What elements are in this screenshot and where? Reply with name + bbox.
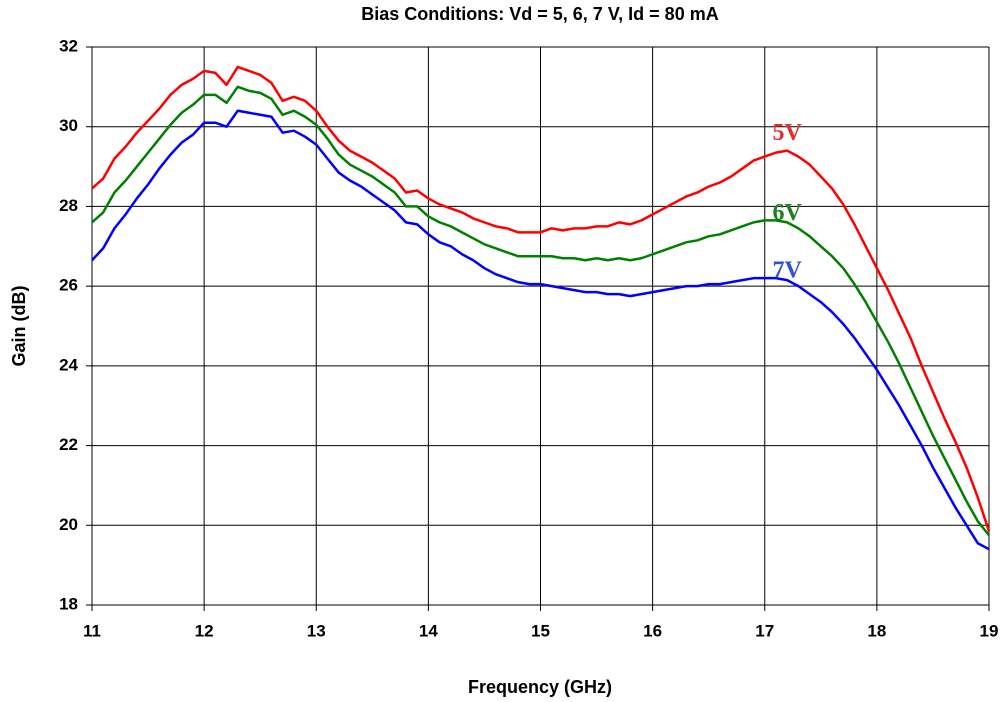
y-tick-label: 30 <box>59 116 78 135</box>
x-tick-label: 12 <box>195 621 214 640</box>
y-tick-label: 32 <box>59 36 78 55</box>
y-tick-label: 24 <box>59 355 78 374</box>
x-tick-label: 11 <box>83 621 101 640</box>
y-tick-label: 18 <box>59 594 78 613</box>
series-label: 7V <box>773 258 803 284</box>
x-tick-label: 18 <box>867 621 886 640</box>
y-tick-label: 28 <box>59 196 78 215</box>
y-tick-label: 22 <box>59 435 78 454</box>
x-tick-label: 17 <box>755 621 774 640</box>
x-tick-label: 13 <box>307 621 326 640</box>
y-tick-label: 20 <box>59 515 78 534</box>
y-axis-label: Gain (dB) <box>9 286 29 367</box>
x-axis-label: Frequency (GHz) <box>468 677 612 697</box>
y-tick-label: 26 <box>59 276 78 295</box>
series-label: 6V <box>773 200 803 226</box>
x-tick-label: 16 <box>643 621 662 640</box>
x-tick-label: 14 <box>419 621 438 640</box>
data-line <box>91 109 990 551</box>
x-tick-label: 15 <box>531 621 550 640</box>
x-tick-label: 19 <box>980 621 999 640</box>
data-line <box>91 65 991 532</box>
chart-title: Bias Conditions: Vd = 5, 6, 7 V, Id = 80… <box>361 4 718 24</box>
data-line <box>91 85 990 537</box>
series-label: 5V <box>773 120 803 146</box>
